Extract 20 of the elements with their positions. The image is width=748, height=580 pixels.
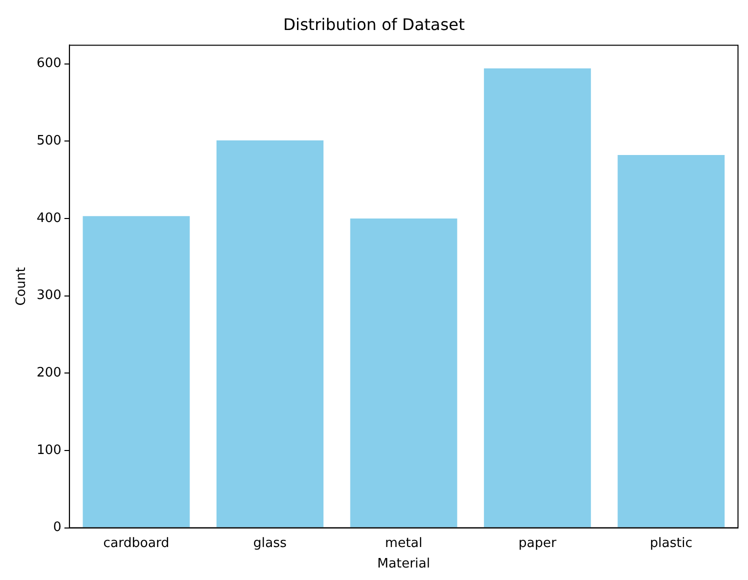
- bar: [82, 216, 190, 528]
- x-tick-label: paper: [518, 536, 557, 551]
- x-tick-label: glass: [253, 536, 287, 551]
- y-tick-label: 500: [36, 133, 62, 148]
- y-tick-label: 400: [36, 210, 62, 226]
- y-tick-label: 100: [36, 442, 62, 458]
- x-tick-label: metal: [385, 536, 422, 551]
- y-tick-label: 300: [36, 288, 62, 304]
- y-tick-label: 600: [36, 56, 62, 72]
- x-axis-title: Material: [377, 556, 430, 572]
- y-tick-label: 0: [53, 520, 62, 536]
- chart-title: Distribution of Dataset: [283, 14, 465, 34]
- y-tick-label: 200: [36, 365, 62, 380]
- bar: [484, 68, 591, 528]
- bar: [350, 218, 458, 528]
- x-tick-label: cardboard: [103, 536, 170, 551]
- y-axis-title: Count: [14, 267, 30, 306]
- bar: [216, 140, 324, 528]
- x-tick-label: plastic: [650, 536, 692, 551]
- bar: [618, 155, 725, 528]
